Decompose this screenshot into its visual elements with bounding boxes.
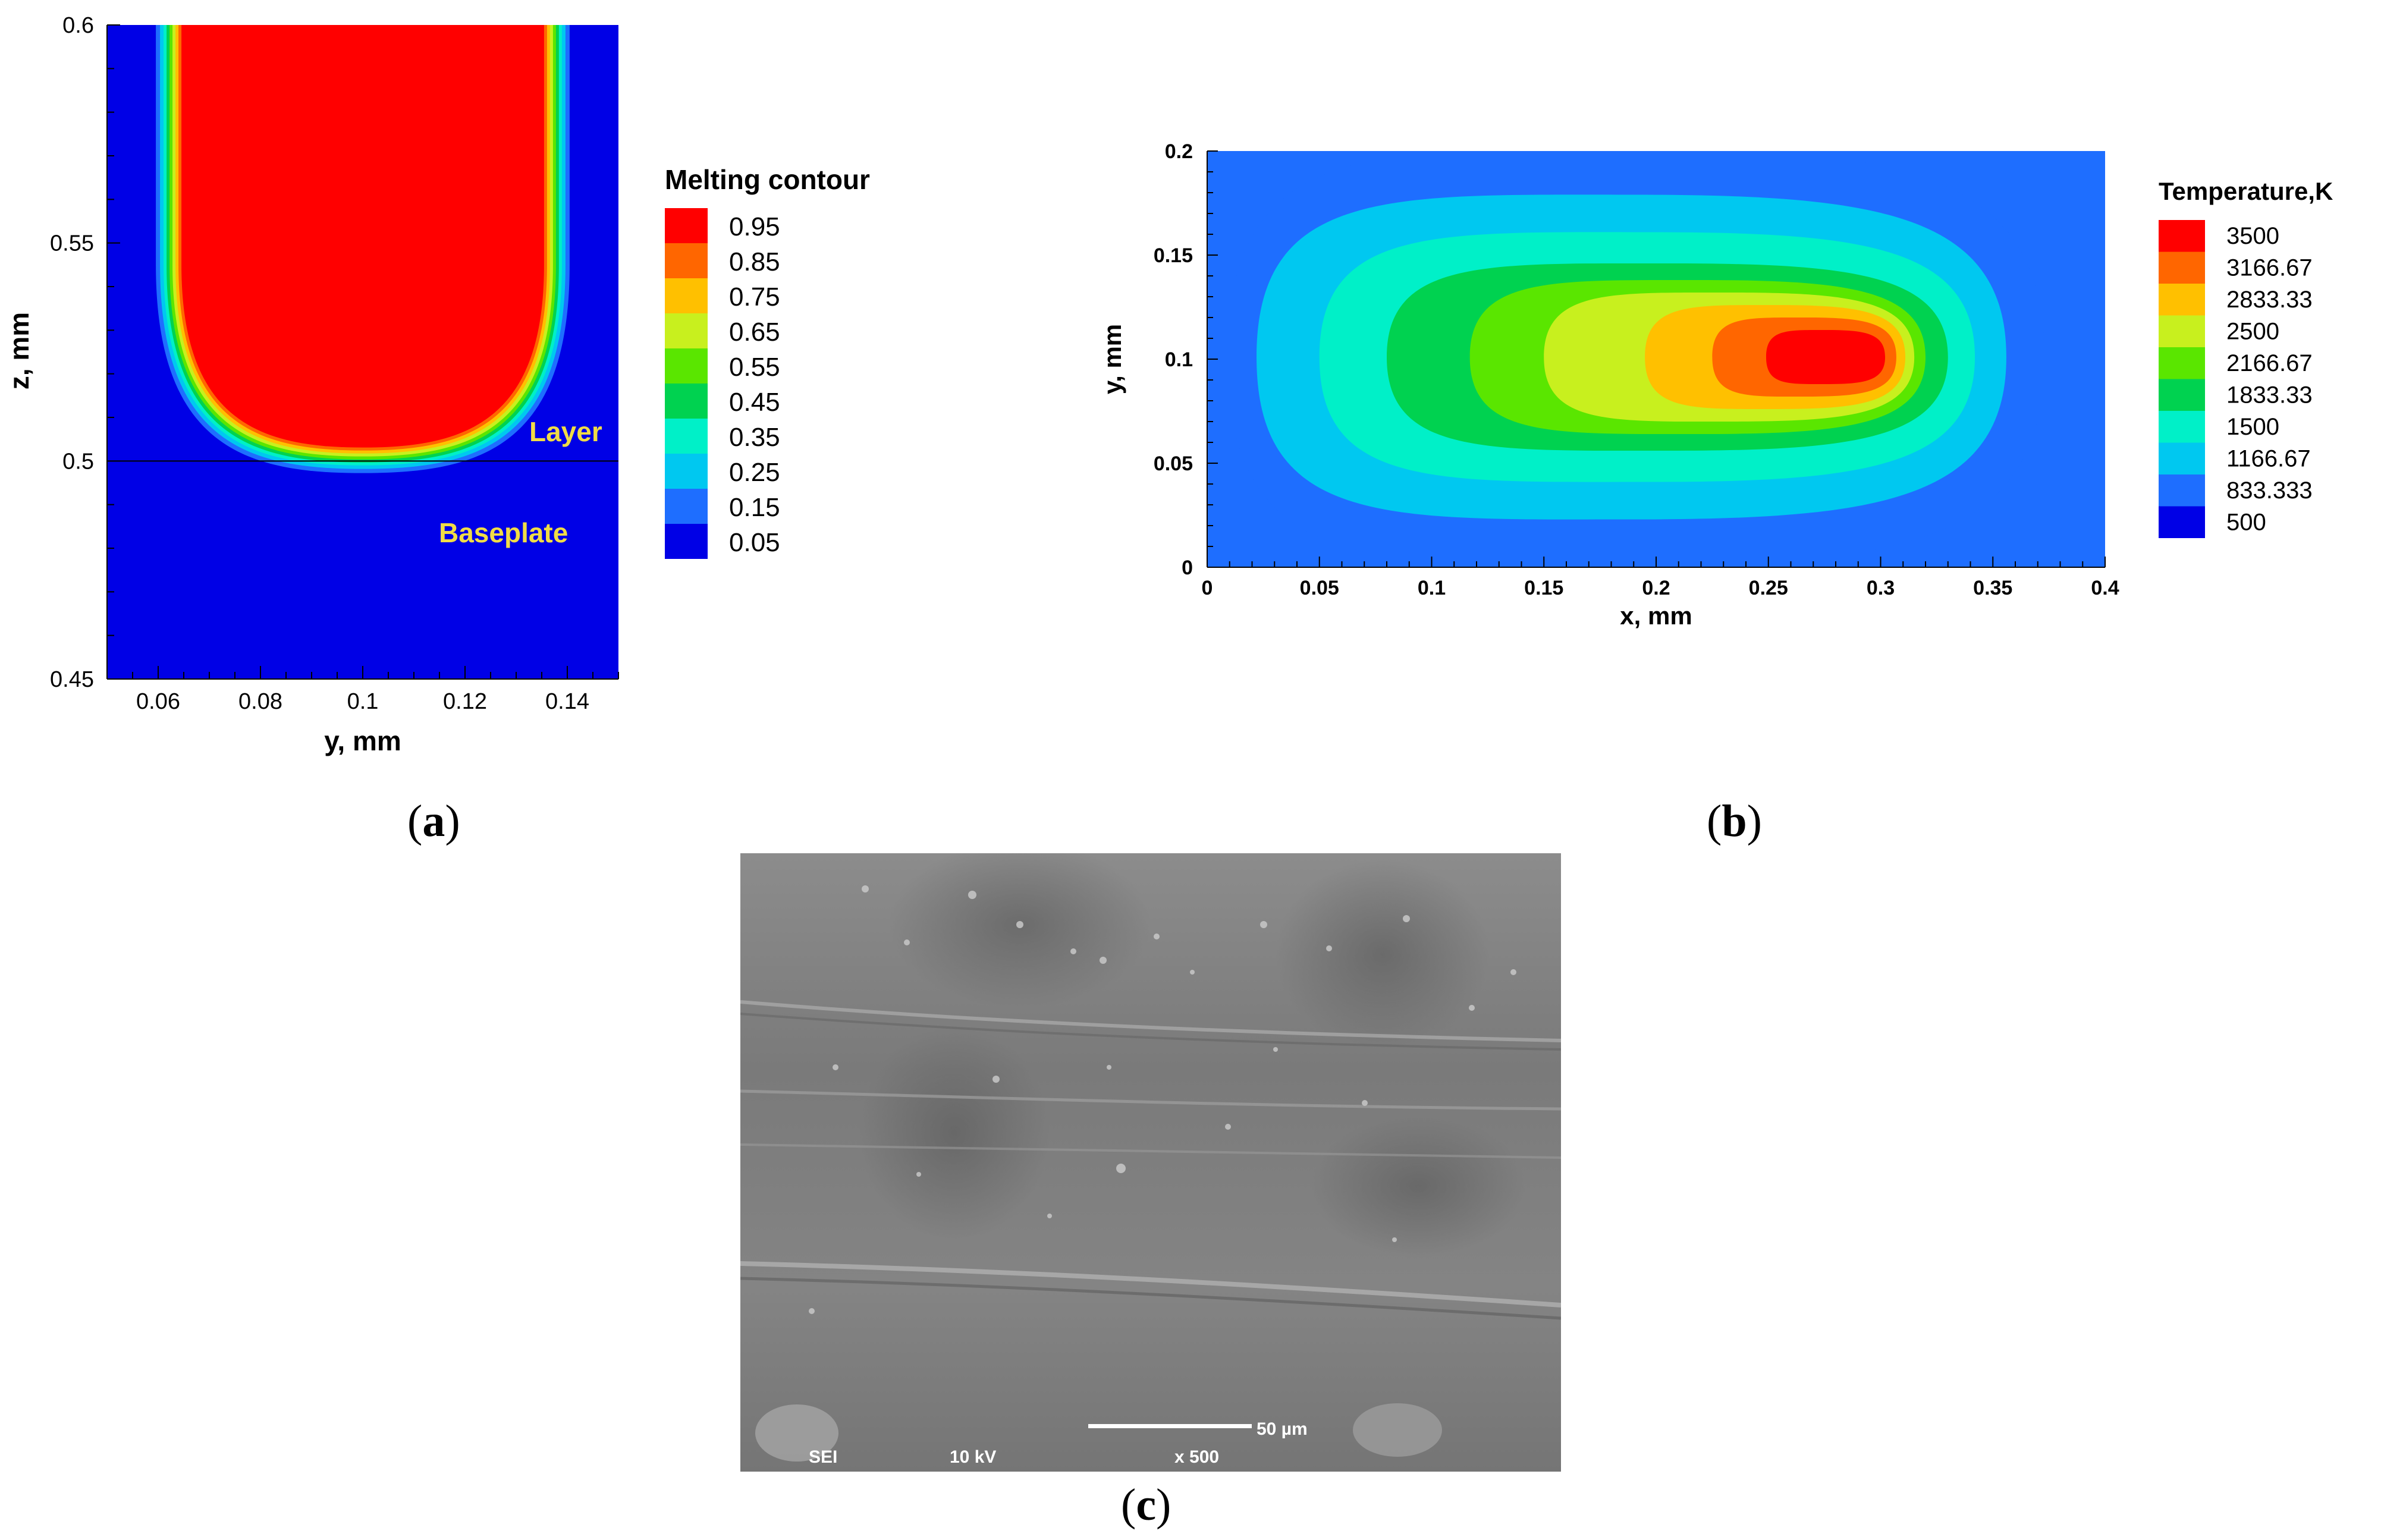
y-axis-label: z, mm [4, 312, 34, 389]
x-tick-label-4: 0.2 [1642, 577, 1670, 599]
melting-contour-plot-area [107, 25, 618, 679]
legend-title: Temperature,K [2159, 177, 2333, 205]
legend-label-6: 0.35 [729, 423, 780, 452]
melting-contour-chart: 0.06 0.08 0.1 0.12 0.14 0.45 0.5 0.55 0.6 y, mm … [0, 0, 892, 785]
legend-swatch-8 [665, 489, 708, 524]
legend-label-0: 3500 [2226, 223, 2279, 249]
x-tick-label-3: 0.15 [1524, 577, 1563, 599]
y-tick-label-0: 0.45 [50, 667, 94, 692]
x-axis-label: x, mm [1620, 602, 1692, 630]
sem-detector-label: SEI [809, 1447, 837, 1467]
temperature-chart: 0 0.05 0.1 0.15 0.2 0.25 0.3 0.35 0.4 0 0.05 0.1 0.1… [1094, 131, 2384, 654]
legend-label-7: 1166.67 [2226, 446, 2311, 472]
temperature-axes: 0 0.05 0.1 0.15 0.2 0.25 0.3 0.35 0.4 0 0.05 0.1 0.1… [1154, 140, 2119, 599]
legend-swatch-3 [2159, 315, 2205, 347]
legend-label-5: 1833.33 [2226, 382, 2313, 408]
x-tick-label-2: 0.1 [347, 689, 379, 714]
x-tick-label-8: 0.4 [2091, 577, 2119, 599]
legend-swatch-2 [2159, 284, 2205, 316]
x-tick-label-7: 0.35 [1973, 577, 2012, 599]
legend-label-2: 2833.33 [2226, 287, 2313, 313]
temperature-plot-area [1207, 151, 2105, 567]
legend-label-8: 0.15 [729, 493, 780, 522]
legend-swatch-3 [665, 313, 708, 348]
legend-label-3: 2500 [2226, 319, 2279, 345]
x-tick-label-6: 0.3 [1867, 577, 1895, 599]
legend-label-9: 500 [2226, 510, 2266, 536]
legend-label-1: 3166.67 [2226, 255, 2313, 281]
y-tick-label-3: 0.15 [1154, 244, 1193, 267]
temperature-legend: 3500 3166.67 2833.33 2500 2166.67 1833.33 1500… [2159, 220, 2313, 538]
sem-image: SEI 10 kV x 500 50 µm [740, 841, 1562, 1472]
x-tick-label-0: 0 [1202, 577, 1213, 599]
melt-pool-contours [150, 25, 575, 479]
temperature-contour-band-9 [1797, 338, 1879, 376]
x-tick-label-4: 0.14 [545, 689, 589, 714]
sem-micrograph: SEI 10 kV x 500 50 µm [740, 841, 1562, 1472]
x-axis-label: y, mm [324, 725, 401, 756]
caption-b: (b) [1707, 796, 1762, 846]
legend-label-1: 0.85 [729, 247, 780, 276]
x-tick-label-5: 0.25 [1749, 577, 1788, 599]
melt-contour-band-0 [181, 25, 544, 448]
sem-voltage-label: 10 kV [950, 1447, 996, 1467]
legend-swatch-9 [665, 524, 708, 559]
legend-swatch-7 [2159, 442, 2205, 474]
legend-label-4: 0.55 [729, 353, 780, 382]
legend-swatch-5 [665, 384, 708, 419]
legend-label-9: 0.05 [729, 528, 780, 557]
sem-scale-bar [1088, 1424, 1252, 1428]
legend-label-8: 833.333 [2226, 477, 2313, 504]
x-tick-label-1: 0.08 [238, 689, 282, 714]
legend-swatch-1 [2159, 252, 2205, 284]
legend-label-6: 1500 [2226, 414, 2279, 440]
legend-swatch-8 [2159, 474, 2205, 507]
legend-label-2: 0.75 [729, 282, 780, 312]
legend-swatch-0 [2159, 220, 2205, 252]
y-tick-label-1: 0.05 [1154, 452, 1193, 475]
caption-c: (c) [1121, 1480, 1171, 1530]
sem-scale-bar-label: 50 µm [1257, 1419, 1308, 1439]
legend-swatch-1 [665, 243, 708, 278]
y-tick-label-0: 0 [1182, 557, 1193, 579]
legend-swatch-6 [665, 419, 708, 454]
y-tick-label-2: 0.1 [1165, 348, 1193, 371]
legend-swatch-4 [665, 348, 708, 384]
annotation-layer: Layer [529, 416, 602, 447]
caption-a: (a) [407, 796, 460, 846]
legend-label-7: 0.25 [729, 458, 780, 487]
y-tick-label-2: 0.55 [50, 231, 94, 256]
legend-swatch-5 [2159, 379, 2205, 411]
temperature-contours [1227, 151, 2045, 565]
melting-contour-axes: 0.06 0.08 0.1 0.12 0.14 0.45 0.5 0.55 0.6 [50, 13, 619, 714]
legend-label-3: 0.65 [729, 318, 780, 347]
melting-contour-svg: 0.06 0.08 0.1 0.12 0.140.450.50.550.6 y, mm … [0, 0, 892, 785]
legend-swatch-2 [665, 278, 708, 313]
legend-swatch-6 [2159, 411, 2205, 443]
y-tick-label-4: 0.2 [1165, 140, 1193, 163]
x-tick-label-2: 0.1 [1418, 577, 1446, 599]
melting-contour-legend: 0.95 0.85 0.75 0.65 0.55 0.45 0.35 0.25 0.15 0.05 [665, 208, 780, 559]
legend-swatch-7 [665, 454, 708, 489]
x-tick-label-1: 0.05 [1300, 577, 1339, 599]
x-tick-label-3: 0.12 [443, 689, 487, 714]
legend-swatch-0 [665, 208, 708, 243]
legend-label-4: 2166.67 [2226, 350, 2313, 376]
sem-magnification-label: x 500 [1174, 1447, 1219, 1467]
annotation-baseplate: Baseplate [439, 517, 568, 548]
temperature-svg: 0 0.05 0.1 0.15 0.2 0.25 0.3 0.35 0.4 0 0.05 0.1 0.1… [1098, 140, 2333, 630]
y-axis-label: y, mm [1098, 324, 1126, 394]
legend-swatch-4 [2159, 347, 2205, 379]
legend-label-0: 0.95 [729, 212, 780, 241]
x-tick-label-0: 0.06 [136, 689, 180, 714]
legend-title: Melting contour [665, 164, 870, 195]
legend-label-5: 0.45 [729, 388, 780, 417]
y-tick-label-3: 0.6 [62, 13, 94, 38]
y-tick-label-1: 0.5 [62, 449, 94, 474]
legend-swatch-9 [2159, 506, 2205, 538]
